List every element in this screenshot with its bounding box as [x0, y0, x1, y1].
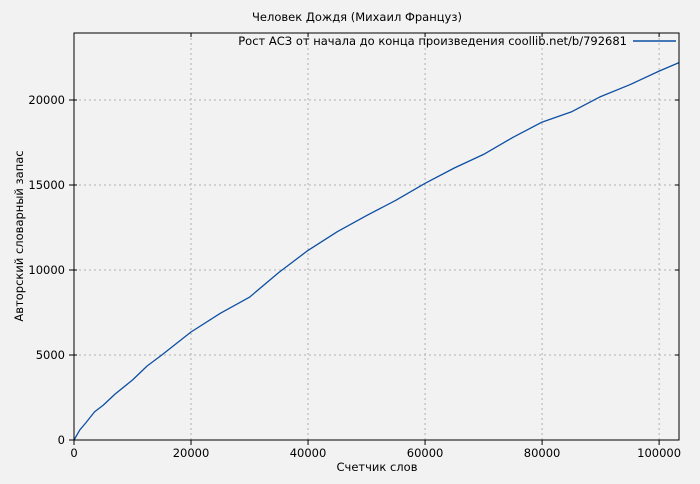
x-tick-label: 0 [70, 446, 77, 460]
x-tick-label: 100000 [637, 446, 681, 460]
grid-layer [74, 33, 679, 440]
y-tick-label: 20000 [28, 93, 65, 107]
y-axis-label: Авторский словарный запас [12, 150, 26, 321]
x-tick-label: 40000 [290, 446, 327, 460]
data-series-line [73, 62, 680, 441]
x-tick-label: 60000 [407, 446, 444, 460]
chart-title: Человек Дождя (Михаил Француз) [252, 10, 462, 24]
legend-label: Рост АСЗ от начала до конца произведения… [238, 34, 627, 48]
y-tick-label: 5000 [36, 348, 65, 362]
tick-layer: 0 20000 40000 60000 80000 100000 0 5000 10000 150… [28, 33, 681, 460]
legend: Рост АСЗ от начала до конца произведения… [238, 34, 676, 48]
x-tick-label: 20000 [173, 446, 210, 460]
plot-border [73, 32, 680, 441]
x-tick-label: 80000 [524, 446, 561, 460]
y-tick-label: 15000 [28, 178, 65, 192]
series-layer [73, 62, 680, 441]
x-axis-label: Счетчик слов [337, 460, 418, 474]
y-tick-label: 10000 [28, 263, 65, 277]
y-tick-label: 0 [58, 433, 65, 447]
